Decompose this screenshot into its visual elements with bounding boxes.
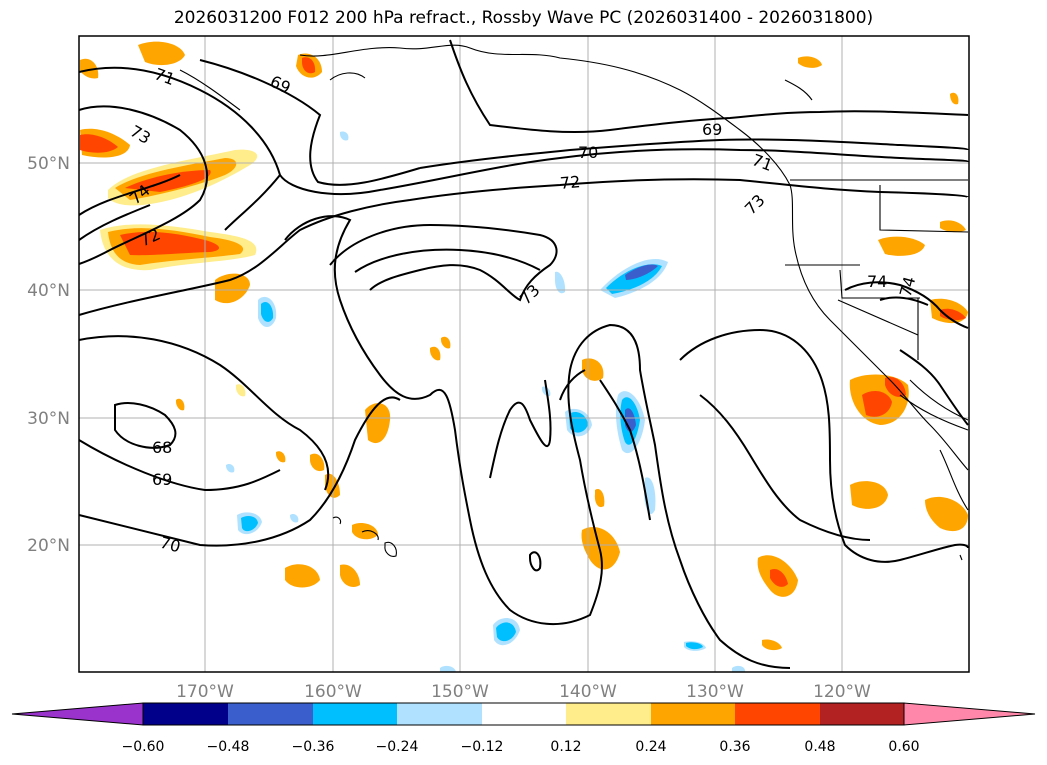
contour-label: 72 [559,172,581,193]
contour-label: 68 [152,438,172,457]
colorbar-outline [142,702,905,726]
lat-label: 50°N [27,154,70,174]
colorbar-tick: 0.48 [804,739,835,755]
colorbar-extend-low [11,702,144,726]
refractive-index-contours [78,39,969,669]
coastlines [179,44,969,561]
colorbar-swatch [651,703,735,725]
colorbar-tick: 0.12 [550,739,581,755]
colorbar-swatch [566,703,651,725]
latitude-labels: 50°N 40°N 30°N 20°N [27,154,70,556]
lat-label: 30°N [27,409,70,429]
colorbar-tick: −0.12 [461,739,504,755]
lon-label: 160°W [304,682,362,702]
lat-label: 40°N [27,281,70,301]
colorbar-tick: 0.24 [635,739,666,755]
colorbar-tick: −0.48 [207,739,250,755]
colorbar-tick: −0.24 [376,739,419,755]
map-title: 2026031200 F012 200 hPa refract., Rossby… [173,8,874,28]
colorbar-swatch [313,703,397,725]
lon-label: 120°W [813,682,871,702]
contour-label: 70 [158,533,183,557]
contour-label: 74 [896,274,920,299]
map-frame [79,36,969,672]
negative-anomaly-shading [226,131,746,672]
longitude-labels: 170°W 160°W 150°W 140°W 130°W 120°W [176,682,871,702]
colorbar-tick: 0.36 [719,739,750,755]
colorbar-swatch [143,703,228,725]
colorbar-swatch [735,703,820,725]
colorbar-swatch [482,703,566,725]
lon-label: 130°W [686,682,744,702]
colorbar-extend-high [903,702,1036,726]
map-border [78,35,970,673]
lon-label: 150°W [431,682,489,702]
colorbar-swatch [820,703,904,725]
contour-label: 74 [867,272,887,291]
contour-label: 70 [578,143,598,162]
lon-label: 170°W [176,682,234,702]
colorbar-swatch [397,703,482,725]
lat-label: 20°N [27,536,70,556]
contour-label: 69 [152,470,172,489]
contour-label: 69 [702,120,722,139]
colorbar-tick: −0.36 [292,739,335,755]
colorbar: −0.60 −0.48 −0.36 −0.24 −0.12 0.12 0.24 … [11,702,1036,755]
colorbar-tick: 0.60 [888,739,919,755]
colorbar-swatch [228,703,313,725]
colorbar-tick: −0.60 [122,739,165,755]
lon-label: 140°W [559,682,617,702]
